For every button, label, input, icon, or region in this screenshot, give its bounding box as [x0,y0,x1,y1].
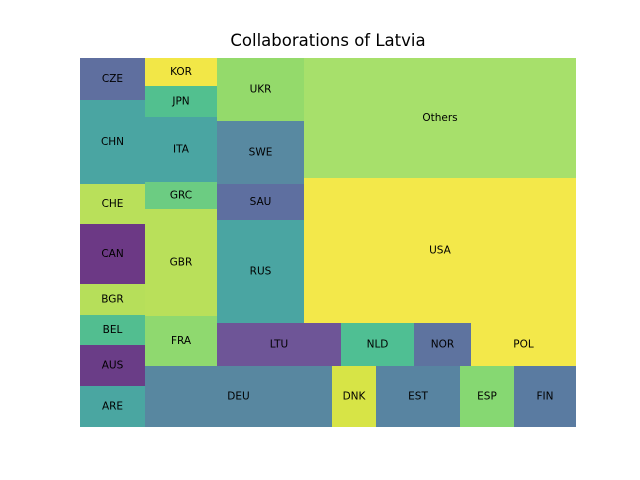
tile-ukr [217,58,304,121]
tile-gbr [145,209,217,316]
tile-label-grc: GRC [170,190,192,202]
tile-sau [217,184,304,220]
tile-pol [471,323,576,366]
tile-label-can: CAN [101,248,123,260]
tile-label-jpn: JPN [171,96,189,108]
tile-label-others: Others [422,112,457,124]
tile-ltu [217,323,341,366]
tile-label-sau: SAU [250,196,272,208]
tile-label-nor: NOR [431,339,454,351]
tile-esp [460,366,514,427]
tile-dnk [332,366,376,427]
tile-label-usa: USA [429,245,452,257]
tile-label-est: EST [408,391,428,403]
tile-label-deu: DEU [227,391,249,403]
tile-label-fin: FIN [537,391,554,403]
tile-label-rus: RUS [250,266,272,278]
tile-label-swe: SWE [249,147,273,159]
tile-label-kor: KOR [170,66,192,78]
tile-jpn [145,86,217,117]
tile-label-dnk: DNK [343,391,367,403]
tile-label-chn: CHN [101,136,124,148]
tile-label-esp: ESP [477,391,497,403]
tile-others [304,58,576,178]
tile-label-nld: NLD [367,339,389,351]
tile-bgr [80,284,145,315]
tile-nld [341,323,414,366]
tile-label-che: CHE [102,198,124,210]
chart-title: Collaborations of Latvia [230,31,426,50]
tile-aus [80,345,145,386]
tile-swe [217,121,304,184]
tile-deu [145,366,332,427]
tile-che [80,184,145,224]
tile-cze [80,58,145,100]
tile-label-gbr: GBR [170,257,193,269]
tile-fin [514,366,576,427]
tile-fra [145,316,217,366]
tile-label-fra: FRA [171,335,192,347]
tile-rus [217,220,304,323]
tile-label-ita: ITA [173,144,190,156]
tile-can [80,224,145,284]
tile-are [80,386,145,427]
tile-chn [80,100,145,184]
tile-kor [145,58,217,86]
tile-grc [145,182,217,209]
tile-ita [145,117,217,182]
tile-usa [304,178,576,323]
tile-label-pol: POL [513,339,534,351]
tile-label-aus: AUS [102,360,124,372]
tile-nor [414,323,471,366]
tile-label-ltu: LTU [270,339,289,351]
tile-bel [80,315,145,345]
tile-label-ukr: UKR [250,84,272,96]
tile-est [376,366,460,427]
tile-label-bel: BEL [103,324,123,336]
tile-label-cze: CZE [102,73,123,85]
tile-label-bgr: BGR [101,294,123,306]
tile-label-are: ARE [102,401,123,413]
